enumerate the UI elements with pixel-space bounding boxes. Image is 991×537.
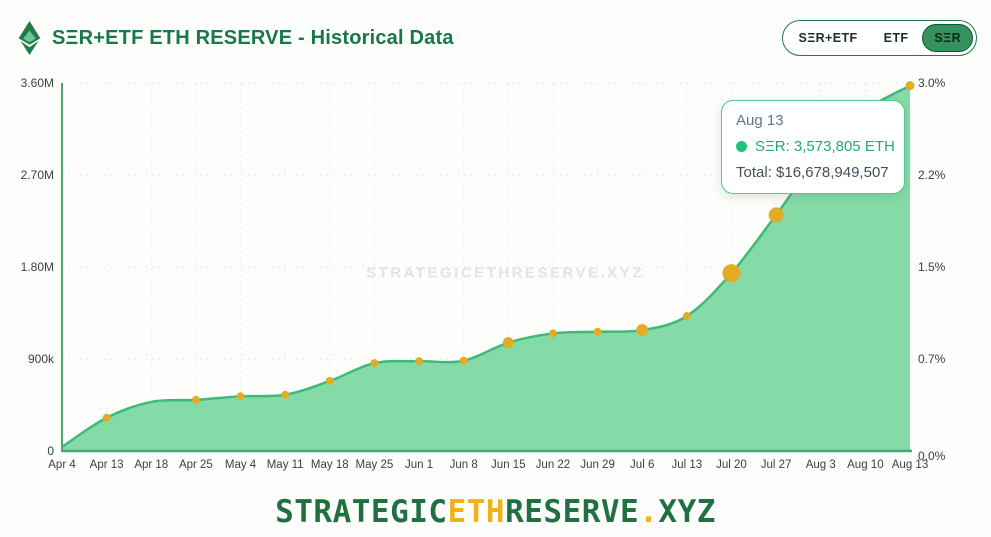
svg-text:3.60M: 3.60M	[21, 76, 54, 90]
svg-text:2.2%: 2.2%	[918, 168, 946, 182]
brand-part-dot: .	[639, 494, 659, 530]
svg-text:900k: 900k	[28, 352, 55, 366]
svg-text:Aug 3: Aug 3	[806, 459, 836, 471]
svg-text:Jun 15: Jun 15	[491, 459, 526, 471]
tooltip-date: Aug 13	[736, 112, 784, 129]
svg-text:Jul 13: Jul 13	[671, 459, 702, 471]
svg-text:Jul 20: Jul 20	[716, 459, 747, 471]
ethereum-diamond-icon	[18, 21, 41, 55]
view-toggle-group: SΞR+ETF ETF SΞR	[782, 20, 977, 56]
brand-part-strategic: STRATEGIC	[275, 494, 448, 530]
svg-text:0: 0	[47, 444, 54, 458]
tooltip-series-value: SΞR: 3,573,805 ETH	[755, 138, 895, 155]
site-brand: STRATEGICETHRESERVE.XYZ	[0, 494, 991, 530]
svg-text:1.80M: 1.80M	[21, 260, 54, 274]
svg-text:1.5%: 1.5%	[918, 260, 946, 274]
tooltip-series-row: SΞR: 3,573,805 ETH	[736, 138, 895, 155]
chart-area: 3.60M 2.70M 1.80M 900k 0 3.0% 2.2% 1.5% 0.7% 0.0%…	[0, 70, 991, 485]
brand-part-reserve: RESERVE	[505, 494, 640, 530]
tooltip-total-value: Total: $16,678,949,507	[736, 164, 889, 181]
brand-part-eth: ETH	[447, 494, 506, 530]
svg-text:May 18: May 18	[311, 459, 349, 471]
svg-text:Jun 29: Jun 29	[580, 459, 615, 471]
svg-text:2.70M: 2.70M	[21, 168, 54, 182]
header: SΞR+ETF ETH RESERVE - Historical Data SΞ…	[0, 0, 991, 64]
svg-text:Apr 25: Apr 25	[179, 459, 213, 471]
svg-text:Jun 22: Jun 22	[536, 459, 571, 471]
svg-text:Apr 18: Apr 18	[134, 459, 168, 471]
svg-text:Jul 27: Jul 27	[761, 459, 792, 471]
svg-text:0.7%: 0.7%	[918, 352, 946, 366]
svg-text:Jun 1: Jun 1	[405, 459, 433, 471]
svg-text:May 25: May 25	[356, 459, 394, 471]
brand-part-xyz: XYZ	[658, 494, 716, 530]
svg-text:Jul 6: Jul 6	[630, 459, 654, 471]
svg-text:0.0%: 0.0%	[918, 449, 946, 463]
toggle-ser-button[interactable]: SΞR	[922, 24, 973, 52]
svg-text:Aug 10: Aug 10	[847, 459, 883, 471]
series-dot-icon	[736, 141, 747, 152]
page-title: SΞR+ETF ETH RESERVE - Historical Data	[52, 26, 454, 49]
svg-text:Apr 13: Apr 13	[90, 459, 124, 471]
title-wrap: SΞR+ETF ETH RESERVE - Historical Data	[18, 21, 454, 55]
svg-text:May 4: May 4	[225, 459, 257, 471]
svg-text:Jun 8: Jun 8	[450, 459, 478, 471]
svg-text:Aug 13: Aug 13	[892, 459, 928, 471]
svg-text:3.0%: 3.0%	[918, 76, 946, 90]
toggle-etf-button[interactable]: ETF	[872, 24, 921, 52]
svg-text:May 11: May 11	[267, 459, 304, 471]
chart-tooltip: Aug 13 SΞR: 3,573,805 ETH Total: $16,678…	[721, 100, 905, 194]
toggle-ser-etf-button[interactable]: SΞR+ETF	[786, 24, 869, 52]
svg-text:Apr 4: Apr 4	[48, 459, 76, 471]
